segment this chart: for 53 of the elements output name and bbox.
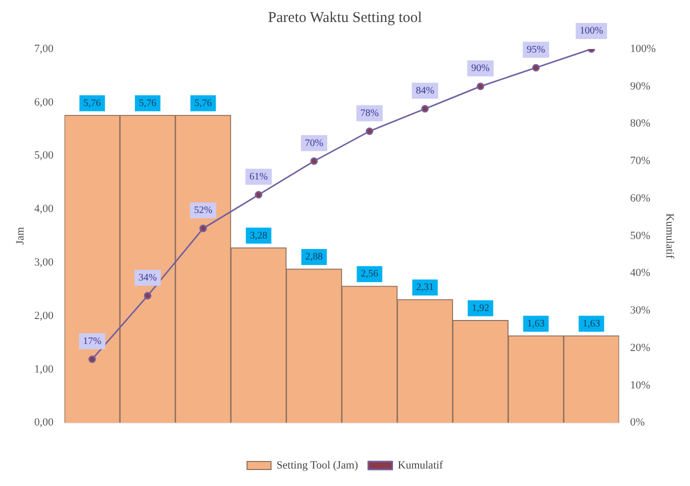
data-label: 95% [526,44,546,56]
y2-tick-label: 50% [630,230,650,242]
y2-tick-label: 30% [630,304,650,317]
y2-tick-label: 70% [630,155,650,168]
y-tick-label: 3,00 [34,256,54,268]
data-label: 34% [138,272,157,284]
y-tick-label: 0,00 [34,416,54,429]
data-label: 5,76 [138,98,156,109]
y-tick-label: 5,00 [34,150,54,162]
point [88,356,96,364]
y2-tick-label: 0% [630,416,645,429]
data-label: 2,88 [305,252,323,263]
data-label: 5,76 [194,98,212,109]
y2-tick-label: 100% [630,42,656,55]
legend-label: Kumulatif [398,459,444,472]
y2-tick-label: 80% [630,118,650,130]
y2-axis-title: Kumulatif [664,213,676,259]
point [366,127,374,135]
data-label: 78% [360,108,379,119]
y2-tick-label: 20% [630,342,650,354]
data-label: 1,63 [527,318,545,330]
data-label: 17% [83,336,102,347]
data-label: 84% [416,85,434,96]
point [310,157,318,165]
y-tick-label: 6,00 [34,96,54,108]
data-label: 1,92 [472,302,490,314]
data-label: 3,28 [250,230,268,242]
point [254,191,262,199]
y-axis-title: Jam [14,226,26,245]
data-label: 2,56 [360,268,378,280]
data-label: 2,31 [416,282,434,294]
y-tick-label: 7,00 [34,42,54,55]
data-label: 90% [471,63,490,74]
y-tick-label: 1,00 [34,363,54,376]
point [199,224,207,232]
chart-title: Pareto Waktu Setting tool [268,10,422,26]
data-label: 5,76 [83,98,101,109]
data-label: 70% [304,138,324,149]
data-label: 52% [194,205,212,216]
point [532,64,540,72]
y-tick-label: 4,00 [34,203,54,216]
y-tick-label: 2,00 [34,310,54,322]
legend-label: Setting Tool (Jam) [276,459,358,472]
y2-tick-label: 60% [630,192,650,204]
y2-tick-label: 90% [630,80,650,92]
point [421,105,429,113]
y2-tick-label: 10% [630,379,650,392]
data-label: 100% [580,26,604,37]
point [476,82,484,90]
data-label: 1,63 [582,318,600,330]
y2-tick-label: 40% [630,267,650,280]
point [144,292,152,300]
data-label: 61% [249,171,268,182]
